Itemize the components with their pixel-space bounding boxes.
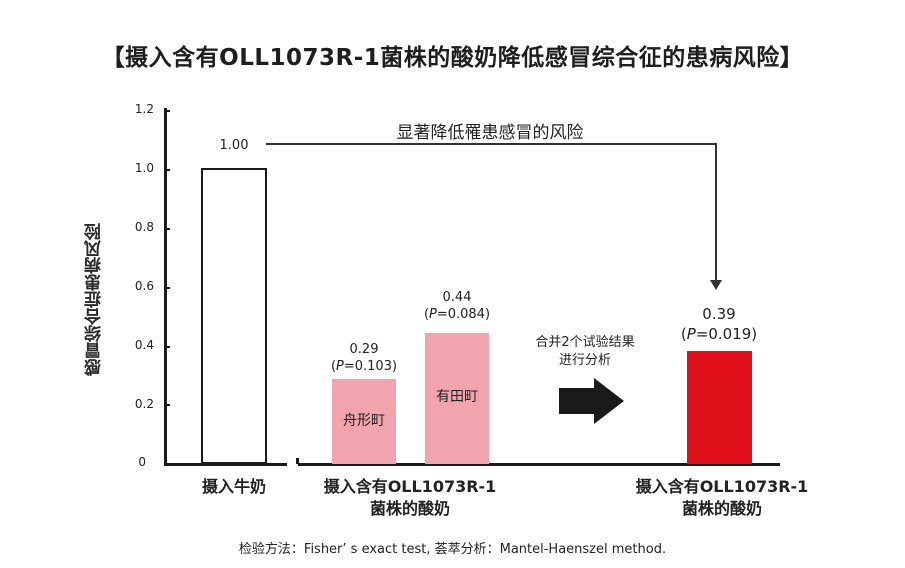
y-tick-1-2: 1.2 — [134, 102, 154, 116]
y-tick-mark — [164, 228, 170, 230]
x-axis-line — [164, 463, 287, 466]
axis-break-mark — [296, 458, 299, 464]
bar-milk — [201, 168, 267, 464]
footnote: 检验方法：Fisher’ s exact test, 荟萃分析：Mantel-H… — [238, 542, 667, 557]
y-tick-1-0: 1.0 — [134, 161, 154, 175]
y-tick-mark — [164, 346, 170, 348]
y-tick-0-8: 0.8 — [134, 220, 154, 234]
bar-funagata — [332, 379, 396, 464]
bar-arita-p: (P=0.084) — [423, 307, 491, 322]
y-tick-0-4: 0.4 — [134, 338, 154, 352]
y-tick-0-2: 0.2 — [134, 397, 154, 411]
bar-milk-value: 1.00 — [219, 138, 249, 153]
combine-annotation: 合并2个试验结果 进行分析 — [535, 335, 635, 368]
y-tick-mark — [164, 404, 170, 406]
bar-arita — [425, 333, 489, 464]
bracket-line-vertical — [715, 143, 717, 281]
bar-combined — [687, 351, 752, 464]
y-tick-mark — [164, 110, 170, 112]
x-category-milk: 摄入牛奶 — [201, 477, 266, 496]
significance-annotation: 显著降低罹患感冒的风险 — [396, 123, 584, 143]
y-tick-mark — [164, 287, 170, 289]
arrow-right-icon — [594, 378, 624, 424]
bar-funagata-p: (P=0.103) — [330, 359, 398, 374]
arrow-right-icon-shaft — [559, 388, 595, 414]
chart-title: 【摄入含有OLL1073R-1菌株的酸奶降低感冒综合征的患病风险】 — [101, 45, 804, 71]
y-axis-label: 感冒综合症患病风险 — [85, 223, 105, 377]
bar-funagata-label: 舟形町 — [343, 413, 385, 429]
y-tick-0-6: 0.6 — [134, 279, 154, 293]
y-tick-0: 0 — [138, 455, 146, 469]
bar-combined-p: (P=0.019) — [680, 325, 758, 343]
bar-arita-label: 有田町 — [436, 389, 478, 405]
y-tick-mark — [164, 169, 170, 171]
bracket-line-horizontal — [266, 143, 717, 145]
arrow-down-icon — [710, 280, 722, 290]
bar-combined-value: 0.39 (P=0.019) — [664, 304, 774, 344]
x-category-yogurt: 摄入含有OLL1073R-1 菌株的酸奶 — [323, 477, 497, 518]
bar-arita-value: 0.44 (P=0.084) — [417, 289, 497, 323]
x-axis-line — [298, 463, 780, 466]
bar-funagata-value: 0.29 (P=0.103) — [324, 341, 404, 375]
x-category-combined: 摄入含有OLL1073R-1 菌株的酸奶 — [635, 477, 809, 518]
